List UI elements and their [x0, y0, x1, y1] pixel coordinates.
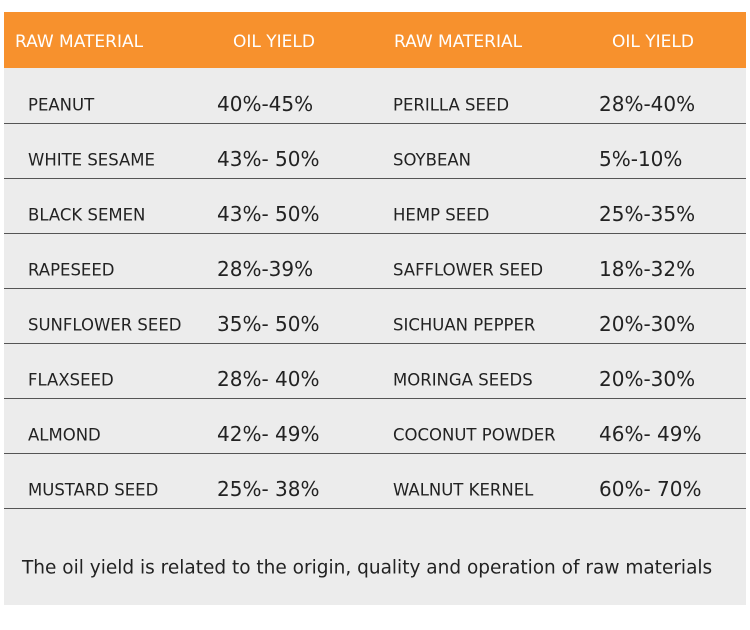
- oil-yield: 18%-32%: [599, 257, 696, 281]
- raw-material: MUSTARD SEED: [28, 480, 159, 500]
- oil-yield: 40%-45%: [217, 92, 314, 116]
- header-cell: RAW MATERIAL: [15, 32, 144, 52]
- row-separator: [4, 398, 746, 399]
- raw-material: SAFFLOWER SEED: [393, 260, 544, 280]
- oil-yield: 42%- 49%: [217, 422, 320, 446]
- oil-yield: 20%-30%: [599, 312, 696, 336]
- raw-material: SOYBEAN: [393, 150, 472, 170]
- oil-yield: 46%- 49%: [599, 422, 702, 446]
- row-separator: [4, 453, 746, 454]
- row-separator: [4, 343, 746, 344]
- raw-material: MORINGA SEEDS: [393, 370, 533, 390]
- raw-material: FLAXSEED: [28, 370, 114, 390]
- row-separator: [4, 508, 746, 509]
- raw-material: RAPESEED: [28, 260, 115, 280]
- header-cell: OIL YIELD: [233, 32, 315, 52]
- header-cell: OIL YIELD: [612, 32, 694, 52]
- raw-material: WALNUT KERNEL: [393, 480, 534, 500]
- raw-material: WHITE SESAME: [28, 150, 155, 170]
- oil-yield: 35%- 50%: [217, 312, 320, 336]
- oil-yield: 25%-35%: [599, 202, 696, 226]
- oil-yield: 43%- 50%: [217, 147, 320, 171]
- oil-yield: 20%-30%: [599, 367, 696, 391]
- raw-material: SICHUAN PEPPER: [393, 315, 536, 335]
- oil-yield: 28%- 40%: [217, 367, 320, 391]
- table-header: [4, 12, 746, 68]
- header-cell: RAW MATERIAL: [394, 32, 523, 52]
- oil-yield: 25%- 38%: [217, 477, 320, 501]
- row-separator: [4, 233, 746, 234]
- raw-material: BLACK SEMEN: [28, 205, 146, 225]
- raw-material: PEANUT: [28, 95, 95, 115]
- oil-yield: 43%- 50%: [217, 202, 320, 226]
- table-body: [4, 68, 746, 605]
- row-separator: [4, 123, 746, 124]
- oil-yield: 5%-10%: [599, 147, 683, 171]
- row-separator: [4, 178, 746, 179]
- raw-material: HEMP SEED: [393, 205, 490, 225]
- oil-yield: 28%-39%: [217, 257, 314, 281]
- raw-material: PERILLA SEED: [393, 95, 510, 115]
- raw-material: SUNFLOWER SEED: [28, 315, 182, 335]
- footnote: The oil yield is related to the origin, …: [22, 557, 713, 579]
- row-separator: [4, 288, 746, 289]
- oil-yield: 60%- 70%: [599, 477, 702, 501]
- raw-material: ALMOND: [28, 425, 101, 445]
- oil-yield: 28%-40%: [599, 92, 696, 116]
- raw-material: COCONUT POWDER: [393, 425, 556, 445]
